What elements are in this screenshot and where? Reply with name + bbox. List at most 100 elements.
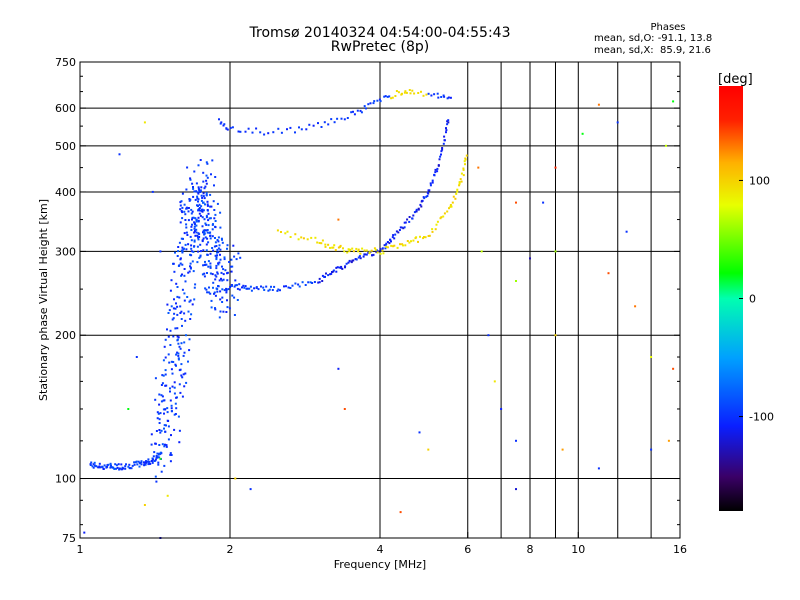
o-trace-point xyxy=(364,253,367,256)
o-trace-point xyxy=(212,200,215,203)
o-trace-point xyxy=(145,460,147,463)
o-trace-point xyxy=(176,351,179,354)
o-trace-point xyxy=(404,221,407,224)
o-trace-point xyxy=(205,229,208,232)
o-trace-point xyxy=(207,224,210,227)
o-trace-point xyxy=(446,123,449,126)
o-trace-point xyxy=(201,208,204,211)
o-trace-point xyxy=(191,182,194,185)
scatter-point xyxy=(159,457,162,460)
o-trace-point xyxy=(175,396,178,399)
x-trace-point xyxy=(348,250,351,253)
o-trace-point xyxy=(195,218,198,221)
o-trace-point xyxy=(220,271,223,274)
o-trace-point xyxy=(179,204,182,207)
o-trace-point xyxy=(335,270,338,273)
o-trace-point xyxy=(182,354,185,357)
scatter-point xyxy=(166,494,169,497)
o-trace-point xyxy=(160,429,163,432)
o-trace-point xyxy=(167,438,170,441)
o-trace-point xyxy=(417,207,420,210)
o-trace-point xyxy=(209,217,212,220)
o-trace-point xyxy=(227,288,230,291)
o-trace-point xyxy=(169,387,171,390)
o-trace-point xyxy=(389,238,392,241)
o-trace-point xyxy=(398,229,401,231)
o-trace-point xyxy=(154,459,157,462)
o-upper-trace-point xyxy=(376,99,379,102)
o-trace-point xyxy=(179,391,182,394)
o-trace-point xyxy=(193,190,196,193)
legend-title: Phases xyxy=(650,22,686,33)
o-trace-point xyxy=(194,198,197,201)
o-trace-point xyxy=(221,265,223,268)
o-trace-point xyxy=(175,364,177,367)
x-trace-point xyxy=(458,182,461,185)
o-trace-point xyxy=(167,420,170,422)
o-trace-point xyxy=(218,244,221,247)
x-trace-point xyxy=(410,240,412,243)
o-trace-point xyxy=(156,417,159,420)
o-trace-point xyxy=(228,261,231,263)
o-trace-point xyxy=(196,195,199,198)
o-trace-point xyxy=(199,255,202,258)
o-trace-point xyxy=(199,214,202,217)
o-trace-point xyxy=(214,294,217,297)
o-trace-point xyxy=(189,198,192,201)
o-trace-point xyxy=(440,150,443,153)
o-trace-point xyxy=(341,267,344,270)
o-trace-point xyxy=(183,341,186,344)
scatter-point xyxy=(634,305,637,308)
o-trace-point xyxy=(221,238,223,241)
o-trace-point xyxy=(175,353,178,356)
o-trace-point xyxy=(209,252,212,255)
o-trace-point xyxy=(217,247,220,250)
scatter-point xyxy=(554,250,557,253)
o-trace-point xyxy=(321,274,324,277)
o-upper-trace-point xyxy=(336,117,339,120)
o-trace-point xyxy=(189,299,192,302)
o-trace-point xyxy=(114,463,117,466)
o-trace-point xyxy=(158,422,161,424)
o-trace-point xyxy=(162,374,165,377)
x-trace-point xyxy=(440,216,443,219)
o-trace-point xyxy=(164,373,167,376)
o-trace-point xyxy=(222,268,225,271)
x-trace-point xyxy=(327,243,330,246)
o-trace-point xyxy=(201,240,204,243)
o-trace-point xyxy=(169,344,172,346)
o-trace-point xyxy=(192,186,194,188)
o-trace-point xyxy=(307,281,310,284)
o-trace-point xyxy=(129,467,132,470)
o-trace-point xyxy=(347,261,350,264)
o-trace-point xyxy=(397,231,400,234)
o-trace-point xyxy=(220,237,223,240)
o-trace-point xyxy=(325,272,327,275)
o-trace-point xyxy=(318,277,321,280)
legend-line-o: mean, sd,O: -91.1, 13.8 xyxy=(594,33,713,44)
o-trace-point xyxy=(180,210,183,212)
o-trace-point xyxy=(425,195,428,198)
o-trace-point xyxy=(216,202,219,205)
scatter-point xyxy=(127,408,130,410)
o-trace-point xyxy=(179,208,182,211)
colorbar-label: [deg] xyxy=(718,72,753,87)
x-trace-point xyxy=(357,248,360,251)
o-trace-point xyxy=(181,324,183,327)
o-trace-point xyxy=(415,210,418,213)
o-trace-point xyxy=(164,356,167,359)
o-trace-point xyxy=(183,292,186,295)
o-trace-point xyxy=(128,463,131,466)
o-trace-point xyxy=(191,260,194,263)
o-trace-point xyxy=(206,231,209,234)
o-trace-point xyxy=(277,288,280,291)
o-trace-point xyxy=(327,274,330,277)
o-trace-point xyxy=(189,178,192,181)
scatter-point xyxy=(581,132,584,135)
x-trace-point xyxy=(385,245,388,248)
x-trace-point xyxy=(465,154,468,157)
o-trace-point xyxy=(235,284,238,287)
o-trace-point xyxy=(103,464,106,467)
o-trace-point xyxy=(189,262,192,265)
o-trace-point xyxy=(178,296,181,299)
